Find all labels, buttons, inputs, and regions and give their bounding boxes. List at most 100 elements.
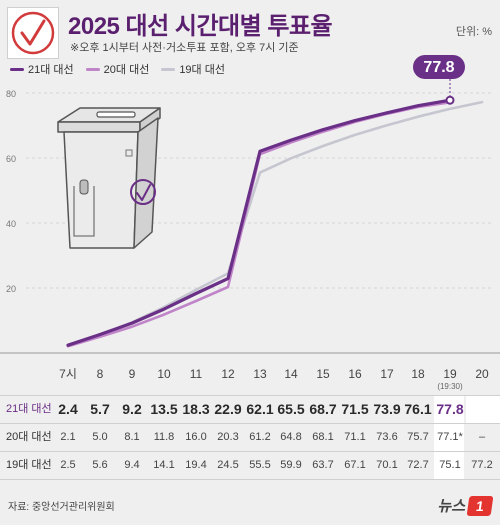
data-point — [99, 335, 101, 338]
x-tick-label: 17 — [380, 367, 394, 381]
unit-label: 단위: % — [455, 26, 492, 38]
y-tick-label: 40 — [6, 219, 16, 229]
table-row-21: 21대 대선 2.4 5.7 9.2 13.5 18.3 22.9 62.1 65.5 68.7… — [0, 395, 500, 423]
data-point — [195, 289, 197, 291]
source-note: 자료: 중앙선거관리위원회 — [8, 502, 115, 513]
table-divider — [0, 423, 500, 424]
x-tick-label: 16 — [348, 367, 362, 381]
data-point — [131, 325, 133, 328]
data-point — [417, 104, 419, 107]
data-point — [386, 111, 388, 114]
table-cell: 62.1 — [246, 401, 274, 417]
table-cell: – — [478, 431, 486, 443]
x-tick-label: 9 — [129, 367, 136, 381]
ballot-box-icon — [57, 107, 161, 249]
brand-badge: 1 — [466, 495, 494, 516]
table-cell: 2.5 — [60, 459, 76, 471]
legend-label-20: 20대 대선 — [103, 64, 150, 76]
data-point — [354, 119, 356, 122]
data-point — [449, 108, 451, 110]
table-divider — [0, 479, 500, 480]
table-cell: 72.7 — [407, 459, 429, 471]
table-cell: 63.7 — [312, 459, 334, 471]
data-point — [99, 333, 101, 336]
data-point — [259, 171, 261, 174]
table-cell: 5.6 — [92, 459, 108, 471]
data-point — [195, 300, 197, 302]
table-cell: 75.7 — [407, 431, 429, 443]
table-cell: 75.1 — [439, 459, 461, 471]
table-cell: 67.1 — [344, 459, 366, 471]
blank-cell — [466, 395, 500, 423]
x-tick-label: 8 — [97, 367, 104, 381]
data-point — [131, 322, 133, 324]
data-point — [195, 292, 197, 295]
x-tick-label: 12 — [221, 367, 235, 381]
row-label-20: 20대 대선 — [6, 431, 52, 443]
data-point — [354, 134, 356, 136]
callout-box — [413, 55, 465, 79]
highlight-column — [434, 395, 464, 479]
data-point — [322, 128, 324, 131]
x-tick-label: 13 — [253, 367, 267, 381]
table-cell: 5.7 — [90, 401, 110, 417]
table-cell: 19.4 — [185, 459, 207, 471]
table-cell: 9.2 — [122, 401, 142, 417]
table-cell: 16.0 — [185, 431, 207, 443]
data-point — [163, 308, 165, 310]
x-tick-label: 14 — [284, 367, 298, 381]
table-cell: 77.1* — [437, 431, 463, 443]
x-tick-label: 11 — [190, 367, 203, 381]
table-cell: 59.9 — [280, 459, 302, 471]
row-label-19: 19대 대선 — [6, 459, 52, 471]
data-point — [227, 286, 229, 288]
legend-swatch-21 — [10, 67, 24, 71]
data-point — [163, 313, 165, 316]
legend-label-19: 19대 대선 — [179, 64, 225, 76]
x-tick-label: 15 — [316, 367, 330, 381]
callout-value: 77.8 — [423, 59, 454, 76]
page-title: 2025 대선 시간대별 투표율 — [68, 13, 333, 40]
x-tick-label: 20 — [475, 367, 489, 381]
data-point — [259, 150, 261, 153]
table-cell: 2.1 — [60, 431, 76, 443]
table-cell: 77.8 — [436, 401, 464, 417]
table-cell: 73.9 — [373, 401, 401, 417]
data-point — [290, 157, 292, 160]
table-cell: 77.2 — [471, 459, 493, 471]
data-point — [290, 139, 292, 142]
table-cell: 18.3 — [182, 401, 210, 417]
legend-swatch-19 — [161, 67, 176, 71]
table-cell: 68.1 — [312, 431, 334, 443]
table-cell: 5.0 — [92, 431, 108, 443]
table-cell: 73.6 — [376, 431, 398, 443]
table-row-20: 20대 대선 2.1 5.0 8.1 11.8 16.0 20.3 61.2 64.8 68.1… — [0, 423, 500, 451]
table-cell: 22.9 — [214, 401, 242, 417]
table-cell: 24.5 — [217, 459, 239, 471]
y-tick-label: 20 — [6, 284, 16, 294]
legend-label-21: 21대 대선 — [28, 64, 74, 76]
page-subtitle: ※오후 1시부터 사전·거소투표 포함, 오후 7시 기준 — [70, 42, 299, 54]
table-row-19: 19대 대선 2.5 5.6 9.4 14.1 19.4 24.5 55.5 59.9 63.7… — [0, 451, 500, 479]
data-point — [67, 344, 69, 347]
legend-item-20: 20대 대선 — [85, 61, 150, 77]
table-cell: 71.5 — [341, 401, 369, 417]
table-cell: 61.2 — [249, 431, 271, 443]
ballot-check-icon — [11, 11, 55, 55]
table-cell: 65.5 — [277, 401, 305, 417]
x-sublabel: (19:30) — [437, 382, 463, 391]
table-cell: 13.5 — [150, 401, 178, 417]
table-cell: 9.4 — [124, 459, 140, 471]
table-cell: 14.1 — [153, 459, 175, 471]
legend-item-21: 21대 대선 — [10, 61, 74, 77]
logo-badge — [7, 7, 59, 59]
callout-marker — [445, 95, 455, 105]
data-point — [417, 115, 419, 118]
brand-text: 뉴스 — [437, 498, 465, 515]
table-cell: 64.8 — [280, 431, 302, 443]
table-cell: 8.1 — [124, 431, 140, 443]
legend-swatch-20 — [85, 67, 100, 71]
table-divider — [0, 395, 500, 396]
table-cell: 20.3 — [217, 431, 239, 443]
row-label-21: 21대 대선 — [6, 403, 52, 415]
